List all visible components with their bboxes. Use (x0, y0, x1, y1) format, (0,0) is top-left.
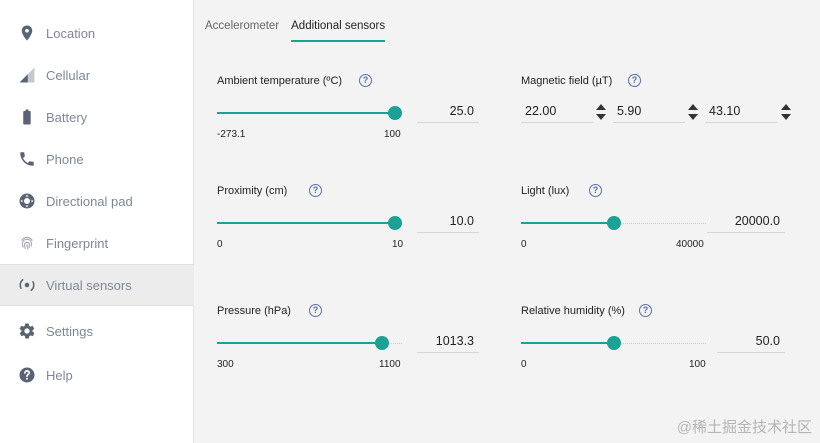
arrow-down-icon[interactable] (596, 114, 606, 120)
sidebar-item-label: Directional pad (46, 193, 133, 209)
sidebar-item-label: Cellular (46, 67, 91, 83)
arrow-up-icon[interactable] (688, 104, 698, 110)
arrow-up-icon[interactable] (781, 104, 791, 110)
proximity-help-icon[interactable]: ? (309, 184, 322, 197)
proximity-min: 0 (217, 239, 223, 250)
pressure-min: 300 (217, 359, 234, 370)
relative-humidity-min: 0 (521, 359, 527, 370)
ambient-temperature-label: Ambient temperature (ºC) (217, 75, 343, 87)
pressure-help-icon[interactable]: ? (309, 304, 322, 317)
cellular-signal-icon (17, 65, 37, 85)
proximity-label: Proximity (cm) (217, 185, 288, 197)
sidebar-item-label: Settings (46, 323, 93, 339)
ambient-temperature-slider[interactable] (217, 106, 402, 122)
ambient-temperature-max: 100 (384, 129, 401, 140)
slider-fill (217, 112, 395, 114)
tab-accelerometer[interactable]: Accelerometer (205, 20, 280, 32)
slider-thumb[interactable] (388, 216, 402, 230)
slider-fill (217, 342, 382, 344)
dpad-icon (17, 191, 37, 211)
light-help-icon[interactable]: ? (589, 184, 602, 197)
relative-humidity-label: Relative humidity (%) (521, 305, 625, 317)
fingerprint-icon (17, 233, 37, 253)
watermark: @稀土掘金技术社区 (676, 419, 812, 436)
ambient-temperature-input[interactable]: 25.0 (417, 101, 479, 123)
pressure-slider[interactable] (217, 336, 402, 352)
virtual-sensors-icon (17, 275, 37, 295)
sidebar-item-cellular[interactable]: Cellular (0, 54, 194, 96)
tab-additional-sensors[interactable]: Additional sensors (291, 12, 386, 42)
slider-thumb[interactable] (388, 106, 402, 120)
magnetic-field-z-stepper[interactable] (780, 103, 792, 123)
magnetic-field-x-input[interactable]: 22.00 (521, 101, 593, 123)
proximity-slider[interactable] (217, 216, 402, 232)
location-pin-icon (17, 23, 37, 43)
pressure-input[interactable]: 1013.3 (417, 331, 479, 353)
slider-fill (217, 222, 395, 224)
gear-icon (17, 321, 37, 341)
sidebar-item-label: Fingerprint (46, 235, 109, 251)
battery-icon (17, 107, 37, 127)
sidebar: Location Cellular Battery Phone Directio… (0, 0, 194, 443)
light-slider[interactable] (521, 216, 706, 232)
phone-icon (17, 149, 37, 169)
sidebar-item-settings[interactable]: Settings (0, 310, 194, 352)
magnetic-field-help-icon[interactable]: ? (628, 74, 641, 87)
sidebar-item-label: Battery (46, 109, 88, 125)
pressure-label: Pressure (hPa) (217, 305, 291, 317)
slider-thumb[interactable] (375, 336, 389, 350)
ambient-temperature-help-icon[interactable]: ? (359, 74, 372, 87)
sidebar-item-label: Help (46, 367, 73, 383)
pressure-max: 1100 (379, 359, 401, 370)
sidebar-item-location[interactable]: Location (0, 12, 194, 54)
relative-humidity-max: 100 (689, 359, 706, 370)
relative-humidity-help-icon[interactable]: ? (639, 304, 652, 317)
sidebar-item-label: Location (46, 25, 96, 41)
magnetic-field-x-stepper[interactable] (595, 103, 607, 123)
help-icon (17, 365, 37, 385)
magnetic-field-z-input[interactable]: 43.10 (705, 101, 777, 123)
slider-fill (521, 222, 614, 224)
arrow-down-icon[interactable] (781, 114, 791, 120)
slider-thumb[interactable] (607, 336, 621, 350)
sidebar-item-battery[interactable]: Battery (0, 96, 194, 138)
slider-fill (521, 342, 614, 344)
slider-thumb[interactable] (607, 216, 621, 230)
light-input[interactable]: 20000.0 (707, 211, 785, 233)
main-panel: Accelerometer Additional sensors Ambient… (195, 0, 820, 443)
proximity-input[interactable]: 10.0 (417, 211, 479, 233)
sidebar-item-virtual-sensors[interactable]: Virtual sensors (0, 264, 194, 306)
sidebar-item-help[interactable]: Help (0, 354, 194, 396)
relative-humidity-slider[interactable] (521, 336, 706, 352)
arrow-up-icon[interactable] (596, 104, 606, 110)
relative-humidity-input[interactable]: 50.0 (717, 331, 785, 353)
proximity-max: 10 (392, 239, 404, 250)
sidebar-item-phone[interactable]: Phone (0, 138, 194, 180)
ambient-temperature-min: -273.1 (217, 129, 246, 140)
magnetic-field-y-stepper[interactable] (687, 103, 699, 123)
light-max: 40000 (676, 239, 704, 250)
light-label: Light (lux) (521, 185, 570, 197)
sidebar-item-label: Virtual sensors (46, 277, 132, 293)
light-min: 0 (521, 239, 527, 250)
sidebar-item-label: Phone (46, 151, 84, 167)
tab-bar: Accelerometer Additional sensors (205, 12, 397, 44)
sidebar-item-directional-pad[interactable]: Directional pad (0, 180, 194, 222)
arrow-down-icon[interactable] (688, 114, 698, 120)
magnetic-field-label: Magnetic field (µT) (521, 75, 613, 87)
magnetic-field-y-input[interactable]: 5.90 (613, 101, 685, 123)
sidebar-item-fingerprint[interactable]: Fingerprint (0, 222, 194, 264)
